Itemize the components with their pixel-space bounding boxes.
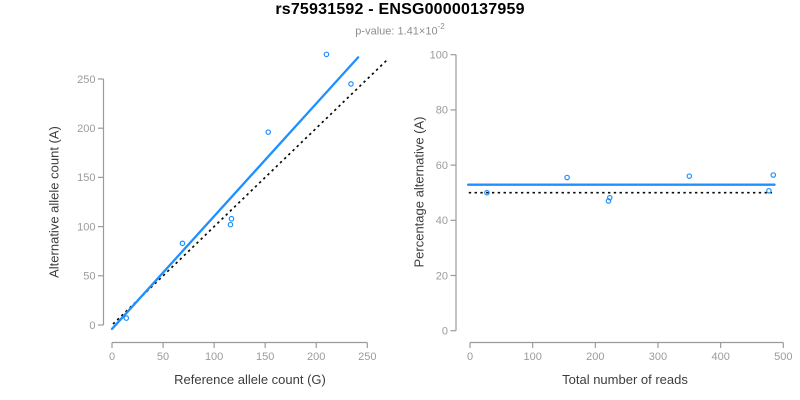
identity-line bbox=[112, 58, 389, 325]
right-plot-x-axis-title: Total number of reads bbox=[562, 372, 688, 387]
x-tick-label: 100 bbox=[523, 351, 541, 363]
data-point bbox=[605, 198, 612, 204]
data-point bbox=[348, 81, 354, 87]
left-plot-x-axis-title: Reference allele count (G) bbox=[174, 372, 326, 387]
y-tick-label: 50 bbox=[83, 271, 95, 283]
data-point bbox=[179, 240, 186, 247]
right-plot: 0 20 40 60 80 100 0 100 200 300 400 500 bbox=[430, 50, 793, 364]
pvalue-exponent: -2 bbox=[437, 22, 445, 31]
data-point bbox=[564, 174, 570, 181]
y-tick-label: 0 bbox=[89, 320, 95, 332]
y-tick-label: 40 bbox=[436, 215, 448, 227]
y-tick-label: 150 bbox=[77, 172, 95, 184]
x-tick-label: 0 bbox=[109, 351, 115, 363]
fit-line bbox=[110, 56, 360, 331]
data-point bbox=[227, 221, 234, 228]
y-tick-label: 0 bbox=[442, 326, 448, 338]
data-point bbox=[323, 51, 330, 58]
y-tick-label: 80 bbox=[436, 105, 448, 117]
x-tick-label: 300 bbox=[649, 351, 667, 363]
data-point bbox=[484, 189, 490, 196]
data-point bbox=[766, 187, 772, 194]
x-tick-label: 0 bbox=[467, 351, 473, 363]
right-plot-y-axis-title: Percentage alternative (A) bbox=[411, 116, 427, 268]
y-tick-label: 200 bbox=[77, 123, 95, 135]
y-tick-label: 250 bbox=[77, 74, 95, 86]
x-tick-label: 150 bbox=[256, 351, 274, 363]
x-tick-label: 50 bbox=[157, 351, 169, 363]
y-tick-label: 100 bbox=[430, 50, 448, 62]
data-point bbox=[228, 215, 235, 222]
x-tick-label: 400 bbox=[711, 351, 729, 363]
y-tick-label: 20 bbox=[436, 270, 448, 282]
left-plot-y-axis-title: Alternative allele count (A) bbox=[46, 126, 62, 278]
data-point bbox=[686, 173, 693, 179]
data-point bbox=[123, 315, 130, 321]
data-point bbox=[770, 172, 777, 178]
y-tick-label: 60 bbox=[436, 160, 448, 172]
x-tick-label: 100 bbox=[205, 351, 223, 363]
x-tick-label: 500 bbox=[774, 351, 792, 363]
figure-subtitle: p-value: 1.41×10-2 bbox=[0, 22, 800, 38]
data-point bbox=[265, 129, 272, 135]
pvalue-text: p-value: 1.41×10 bbox=[355, 25, 438, 38]
figure-title: rs75931592 - ENSG00000137959 bbox=[275, 1, 525, 18]
left-plot: 0 50 100 150 200 250 0 50 100 150 200 250 bbox=[77, 51, 389, 363]
x-tick-label: 200 bbox=[586, 351, 604, 363]
x-tick-label: 200 bbox=[307, 351, 325, 363]
x-tick-label: 250 bbox=[358, 351, 376, 363]
y-tick-label: 100 bbox=[77, 221, 95, 233]
data-point bbox=[606, 194, 613, 201]
